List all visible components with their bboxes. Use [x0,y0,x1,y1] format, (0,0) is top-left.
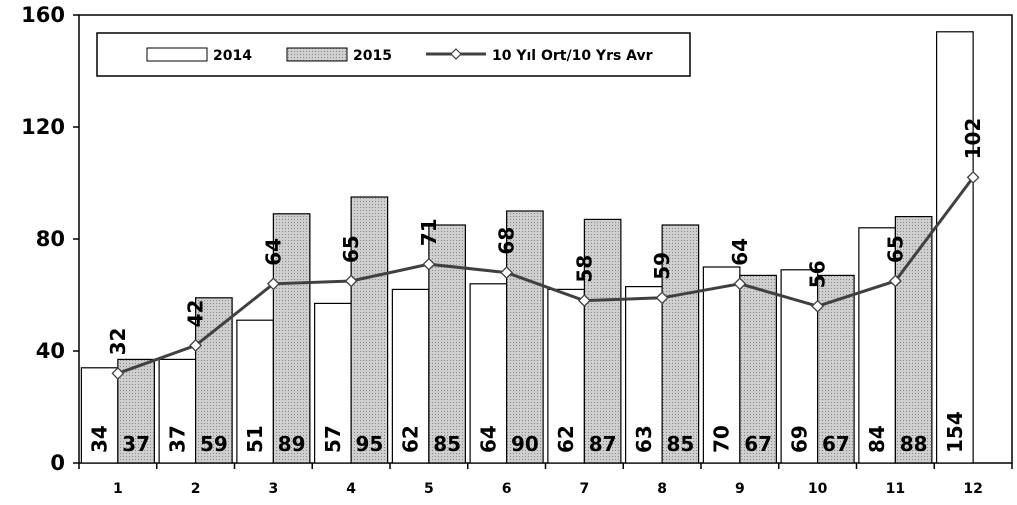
avg-marker [888,274,902,288]
data-label-avg: 42 [184,300,208,328]
data-label-avg: 59 [650,252,674,280]
data-label-avg: 58 [572,255,596,283]
data-label-avg: 71 [417,218,441,246]
bar-2014 [625,286,663,464]
data-label-2015: 88 [900,432,928,456]
legend-label-avg: 10 Yıl Ort/10 Yrs Avr [492,48,653,64]
avg-line [117,176,975,375]
data-label-2014: 64 [476,425,500,453]
data-label-2014: 57 [321,425,345,453]
bar-2015 [583,218,622,464]
y-tick-label: 80 [36,227,65,251]
y-tick-label: 160 [21,3,65,27]
avg-marker [733,277,747,291]
legend-line-marker [450,48,462,60]
bar-2014 [858,227,896,464]
y-axis: 0 40 80 120 160 [21,3,79,475]
bar-2014 [314,302,352,464]
x-tick-label: 6 [502,481,512,497]
bar-2015 [428,224,466,464]
x-axis: 1 2 3 4 5 6 7 8 9 10 11 12 [78,463,1013,497]
data-label-avg: 65 [883,235,907,263]
data-label-2014: 34 [88,425,112,453]
avg-marker [577,294,591,308]
avg-marker [422,257,436,271]
avg-line-series [111,170,980,380]
x-tick-label: 8 [657,481,667,497]
y-tick-label: 0 [50,451,65,475]
data-label-2015: 95 [355,432,383,456]
avg-marker [344,274,358,288]
bar-2014 [158,358,197,464]
data-label-avg: 64 [261,238,285,266]
bar-2014 [547,288,585,464]
legend-label-2014: 2014 [213,48,252,64]
data-label-avg: 102 [961,118,985,160]
avg-marker [655,291,669,305]
y-tick-label: 120 [21,115,65,139]
data-label-2015: 67 [744,432,772,456]
x-tick-label: 9 [735,481,745,497]
data-label-2014: 69 [787,425,811,453]
x-tick-label: 4 [346,481,356,497]
x-tick-label: 11 [886,481,905,497]
avg-marker [500,266,514,280]
avg-marker [266,277,280,291]
data-label-avg: 65 [339,235,363,263]
bar-2015 [117,358,155,464]
x-tick-label: 2 [191,481,201,497]
data-label-avg: 68 [495,227,519,255]
bar-2015 [739,274,777,464]
data-label-avg: 64 [728,238,752,266]
data-label-2014: 37 [165,425,189,453]
avg-marker [966,170,980,184]
bar-2015 [506,210,544,464]
data-label-2015: 37 [122,432,150,456]
avg-marker [111,366,125,380]
x-tick-label: 1 [113,481,123,497]
avg-marker [189,338,203,352]
data-label-2014: 62 [399,425,423,453]
data-label-2014: 84 [865,425,889,453]
data-label-2015: 59 [200,432,228,456]
x-tick-label: 3 [269,481,279,497]
legend-swatch-2015 [286,47,348,62]
bar-2015 [195,297,233,464]
x-tick-label: 10 [808,481,828,497]
x-tick-label: 5 [424,481,434,497]
bar-2014 [236,319,274,464]
data-label-2015: 85 [666,432,694,456]
legend-swatch-2014 [146,47,208,62]
data-label-2015: 67 [822,432,850,456]
data-label-avg: 32 [106,328,130,356]
data-label-2014: 70 [710,425,734,453]
data-label-2015: 87 [589,432,617,456]
data-label-2014: 154 [943,411,967,453]
data-label-2015: 90 [511,432,539,456]
bar-2015 [661,224,700,464]
bar-2015 [817,274,855,464]
x-tick-label: 7 [580,481,590,497]
data-labels: 34 37 37 59 51 89 57 95 62 85 64 90 62 87 63 85 70 67 69 67… [88,118,986,456]
bar-2015 [272,213,311,464]
bar-2014 [469,283,508,464]
bar-2014 [702,266,741,464]
data-label-2014: 63 [632,425,656,453]
bar-2014 [936,31,974,464]
avg-marker [811,299,825,313]
data-label-2014: 51 [243,425,267,453]
x-tick-label: 12 [963,481,982,497]
bars [80,31,974,464]
data-label-avg: 56 [806,260,830,288]
legend: 2014 2015 10 Yıl Ort/10 Yrs Avr [96,32,691,77]
legend-label-2015: 2015 [353,48,392,64]
data-label-2015: 89 [278,432,306,456]
data-label-2015: 85 [433,432,461,456]
data-label-2014: 62 [554,425,578,453]
y-tick-label: 40 [36,339,65,363]
bar-2015 [350,196,389,464]
